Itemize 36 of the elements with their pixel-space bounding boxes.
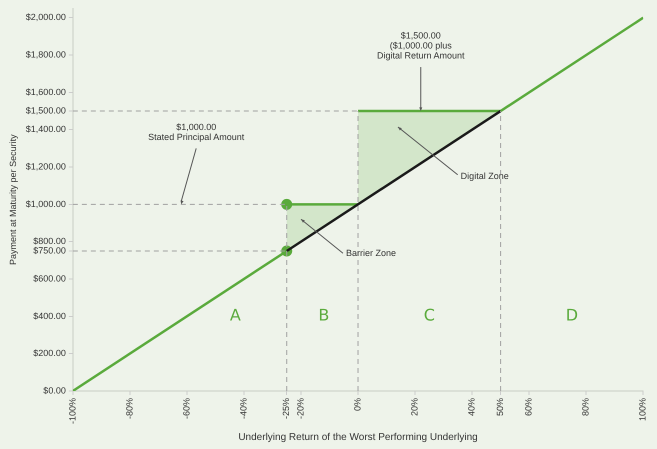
y-axis-title: Payment at Maturity per Security [8, 134, 18, 265]
annotation: Barrier Zone [346, 248, 396, 258]
y-tick-label: $1,400.00 [26, 124, 66, 134]
y-tick-label: $1,800.00 [26, 50, 66, 60]
x-tick-label: -80% [124, 398, 134, 419]
x-tick-label: -60% [181, 398, 192, 419]
y-tick-label: $750.00 [33, 246, 66, 256]
y-tick-label: $0.00 [43, 385, 66, 396]
annotation: C [424, 306, 435, 325]
x-tick-label: 20% [410, 398, 420, 416]
x-axis-title: Underlying Return of the Worst Performing Underlying [238, 432, 478, 443]
y-tick-label: $1,000.00 [26, 198, 66, 209]
annotation: B [318, 306, 330, 325]
annotation: D [566, 306, 578, 325]
y-tick-label: $800.00 [33, 236, 66, 246]
x-tick-label: 50% [495, 398, 506, 416]
x-tick-label: -25% [281, 398, 292, 419]
y-tick-label: $1,600.00 [26, 86, 66, 97]
annotation: $1,500.00 ($1,000.00 plus Digital Return Amount [376, 30, 466, 61]
y-tick-label: $600.00 [33, 273, 66, 284]
y-tick-label: $400.00 [33, 310, 66, 321]
x-tick-label: 80% [580, 398, 591, 416]
annotation: A [230, 306, 241, 325]
x-tick-label: -20% [295, 398, 306, 419]
x-tick-label: -40% [238, 398, 248, 419]
y-tick-label: $1,500.00 [26, 106, 66, 116]
y-tick-label: $200.00 [33, 348, 66, 358]
annotation: $1,000.00 Stated Principal Amount [148, 122, 245, 142]
x-tick-label: 60% [524, 398, 534, 416]
y-tick-label: $1,200.00 [26, 162, 66, 172]
x-tick-label: 0% [352, 398, 363, 411]
x-tick-label: 40% [466, 398, 477, 416]
x-tick-label: -100% [67, 398, 78, 424]
annotation: Digital Zone [460, 171, 509, 182]
x-tick-label: 100% [638, 398, 648, 422]
y-tick-label: $2,000.00 [26, 12, 66, 22]
